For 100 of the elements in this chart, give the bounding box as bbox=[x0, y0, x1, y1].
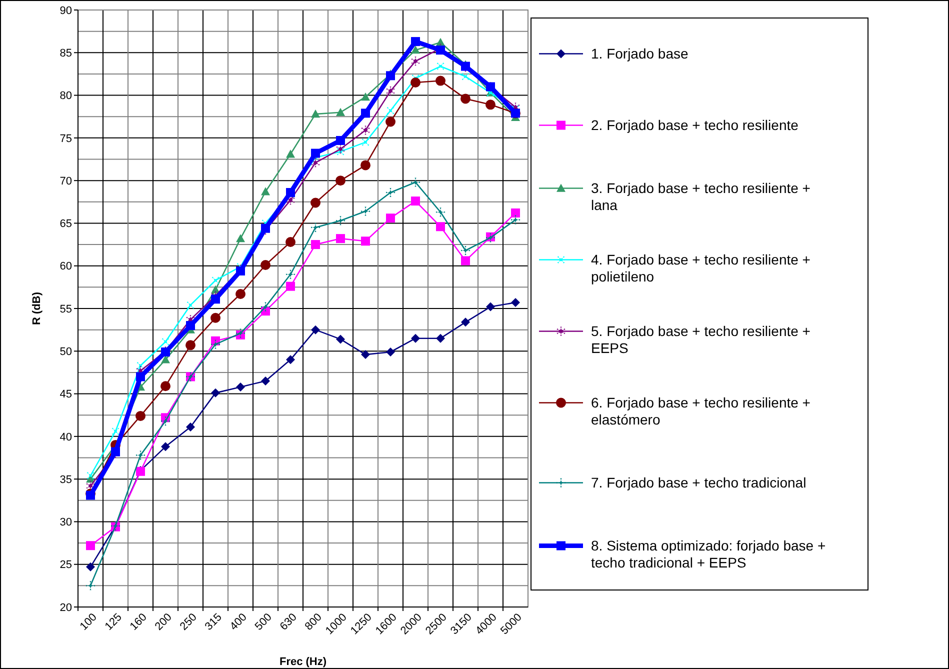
x-tick-label: 100 bbox=[78, 611, 100, 633]
point bbox=[211, 294, 220, 304]
point bbox=[386, 188, 395, 198]
point bbox=[436, 222, 445, 232]
point bbox=[212, 276, 220, 284]
point bbox=[161, 442, 170, 452]
point bbox=[286, 236, 296, 247]
y-tick-label: 55 bbox=[60, 303, 72, 316]
y-tick-label: 65 bbox=[60, 218, 72, 230]
point bbox=[461, 256, 470, 266]
point bbox=[386, 214, 395, 223]
point bbox=[261, 302, 270, 312]
point bbox=[511, 215, 520, 224]
point bbox=[186, 422, 195, 432]
point bbox=[136, 410, 146, 421]
point bbox=[411, 178, 420, 187]
x-tick-label: 160 bbox=[128, 611, 150, 633]
point bbox=[186, 340, 196, 350]
legend-label: 2. Forjado base + techo resiliente bbox=[591, 117, 799, 134]
point bbox=[210, 312, 220, 323]
legend-label: 1. Forjado base bbox=[591, 46, 688, 62]
x-tick-label: 125 bbox=[102, 611, 124, 633]
point bbox=[236, 382, 245, 392]
point bbox=[160, 381, 170, 392]
point bbox=[511, 298, 520, 308]
point bbox=[311, 110, 320, 118]
point bbox=[186, 321, 195, 330]
point bbox=[86, 541, 95, 550]
point bbox=[336, 144, 345, 154]
point bbox=[436, 62, 444, 70]
y-tick-label: 35 bbox=[60, 474, 72, 486]
point bbox=[486, 100, 496, 110]
point bbox=[411, 334, 420, 343]
point bbox=[261, 187, 270, 196]
point bbox=[136, 450, 145, 460]
x-tick-label: 250 bbox=[178, 611, 200, 633]
point bbox=[411, 196, 420, 206]
point bbox=[86, 562, 95, 572]
point bbox=[311, 240, 320, 250]
point bbox=[211, 388, 220, 398]
x-tick-label: 800 bbox=[302, 611, 324, 633]
y-tick-label: 50 bbox=[60, 346, 72, 358]
legend-label: 5. Forjado base + techo resiliente + EEPS bbox=[591, 323, 810, 356]
point bbox=[361, 108, 370, 118]
point bbox=[286, 150, 295, 158]
point bbox=[486, 302, 495, 312]
point bbox=[462, 72, 470, 80]
point bbox=[386, 86, 395, 96]
point bbox=[286, 282, 295, 291]
point bbox=[310, 198, 320, 208]
point bbox=[86, 581, 95, 590]
y-tick-label: 70 bbox=[60, 175, 72, 188]
point bbox=[461, 246, 470, 256]
x-tick-label: 630 bbox=[278, 611, 300, 633]
point bbox=[162, 338, 170, 346]
point bbox=[311, 222, 320, 232]
point bbox=[311, 148, 320, 158]
legend-label: 6. Forjado base + techo resiliente + elastómero bbox=[591, 394, 810, 428]
y-tick-label: 85 bbox=[60, 47, 72, 60]
point bbox=[362, 138, 370, 146]
point bbox=[236, 234, 245, 242]
y-tick-label: 40 bbox=[60, 431, 72, 444]
point bbox=[360, 160, 370, 170]
point bbox=[336, 334, 345, 344]
x-axis-title: Frec (Hz) bbox=[279, 656, 327, 668]
point bbox=[136, 372, 145, 382]
legend-label: 7. Forjado base + techo tradicional bbox=[591, 474, 806, 491]
point bbox=[361, 92, 370, 101]
point bbox=[386, 106, 394, 114]
y-axis-title: R (dB) bbox=[31, 292, 43, 325]
point bbox=[361, 206, 370, 216]
x-tick-label: 315 bbox=[202, 611, 224, 633]
point bbox=[336, 234, 345, 244]
point bbox=[261, 376, 270, 386]
point bbox=[336, 136, 345, 145]
y-tick-label: 25 bbox=[60, 559, 72, 572]
y-tick-label: 75 bbox=[60, 132, 72, 145]
point bbox=[436, 76, 446, 86]
point bbox=[436, 334, 445, 343]
point bbox=[286, 355, 295, 364]
point bbox=[336, 176, 346, 186]
point bbox=[211, 340, 220, 349]
point bbox=[86, 472, 94, 480]
x-tick-label: 400 bbox=[228, 611, 250, 633]
point bbox=[361, 236, 370, 246]
point bbox=[236, 289, 246, 299]
y-tick-label: 45 bbox=[60, 388, 72, 401]
point bbox=[311, 158, 320, 168]
x-tick-label: 500 bbox=[252, 611, 274, 633]
point bbox=[260, 260, 270, 270]
point bbox=[361, 126, 370, 135]
legend-label: 8. Sistema optimizado: forjado base + techo tradicional + EEPS bbox=[591, 538, 826, 571]
point bbox=[460, 94, 470, 104]
point bbox=[411, 46, 420, 54]
point bbox=[411, 56, 420, 66]
point bbox=[336, 108, 345, 116]
x-tick-label: 200 bbox=[152, 611, 174, 633]
point bbox=[461, 318, 470, 327]
y-tick-label: 80 bbox=[60, 90, 72, 102]
point bbox=[336, 216, 345, 226]
